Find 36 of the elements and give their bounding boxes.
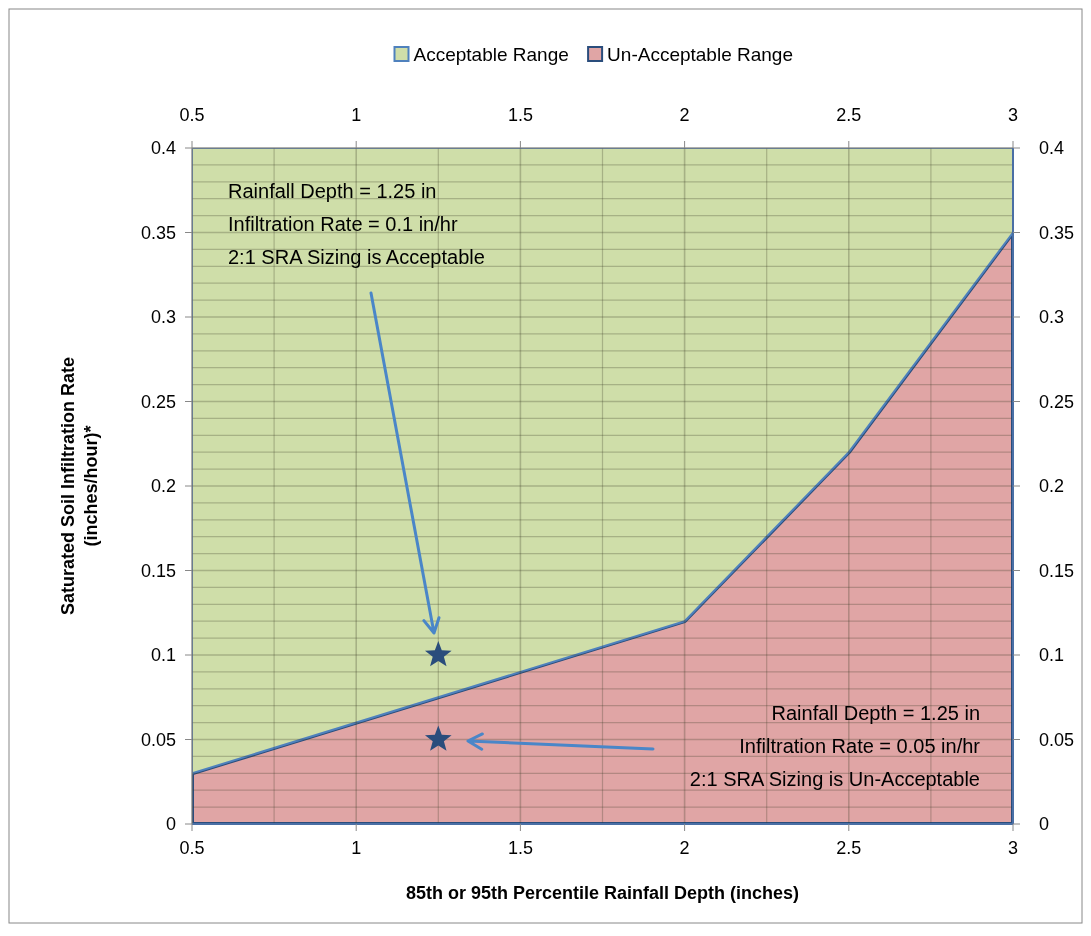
- legend-label: Un-Acceptable Range: [607, 44, 793, 65]
- x-tick-label: 2.5: [836, 838, 862, 858]
- legend-label: Acceptable Range: [413, 44, 569, 65]
- x2-tick-label: 2: [679, 105, 690, 125]
- x-tick-label: 2: [679, 838, 690, 858]
- x2-tick-label: 2.5: [836, 105, 862, 125]
- y-tick-label: 0.35: [140, 222, 176, 243]
- y-tick-label: 0.4: [150, 138, 176, 158]
- annotation: Rainfall Depth = 1.25 in Infiltration Rate = 0.05 in/hr 2:1 SRA Sizing is Un-Acceptable: [689, 702, 981, 790]
- annotation: Rainfall Depth = 1.25 in Infiltration Rate = 0.1 in/hr 2:1 SRA Sizing is Acceptable: [228, 180, 485, 268]
- x-axis-title: 85th or 95th Percentile Rainfall Depth (inches): [405, 883, 800, 903]
- y-tick-label: 0.3: [150, 307, 176, 327]
- y2-tick-label: 0.1: [1039, 645, 1065, 665]
- y2-tick-label: 0.35: [1039, 222, 1075, 243]
- y-tick-label: 0.2: [150, 476, 176, 496]
- x2-tick-label: 1: [351, 105, 362, 125]
- y2-tick-label: 0: [1039, 814, 1050, 834]
- x-tick-label: 1.5: [507, 838, 533, 858]
- x-tick-label: 0.5: [179, 838, 205, 858]
- y-tick-label: 0.25: [140, 391, 176, 412]
- y-tick-label: 0.1: [150, 645, 176, 665]
- y-axis-title: Saturated Soil Infiltration Rate (inches/hour)*: [58, 356, 101, 616]
- x2-tick-label: 0.5: [179, 105, 205, 125]
- y2-tick-label: 0.05: [1039, 729, 1075, 750]
- x2-tick-label: 3: [1007, 105, 1019, 125]
- x-tick-label: 1: [351, 838, 362, 858]
- y-tick-label: 0: [165, 814, 176, 834]
- y2-tick-label: 0.25: [1039, 391, 1075, 412]
- x-tick-label: 3: [1007, 838, 1019, 858]
- y2-tick-label: 0.15: [1039, 560, 1075, 581]
- x2-tick-label: 1.5: [507, 105, 533, 125]
- y-tick-label: 0.15: [140, 560, 176, 581]
- y-tick-label: 0.05: [140, 729, 176, 750]
- y2-tick-label: 0.3: [1039, 307, 1065, 327]
- y2-tick-label: 0.2: [1039, 476, 1065, 496]
- y2-tick-label: 0.4: [1039, 138, 1065, 158]
